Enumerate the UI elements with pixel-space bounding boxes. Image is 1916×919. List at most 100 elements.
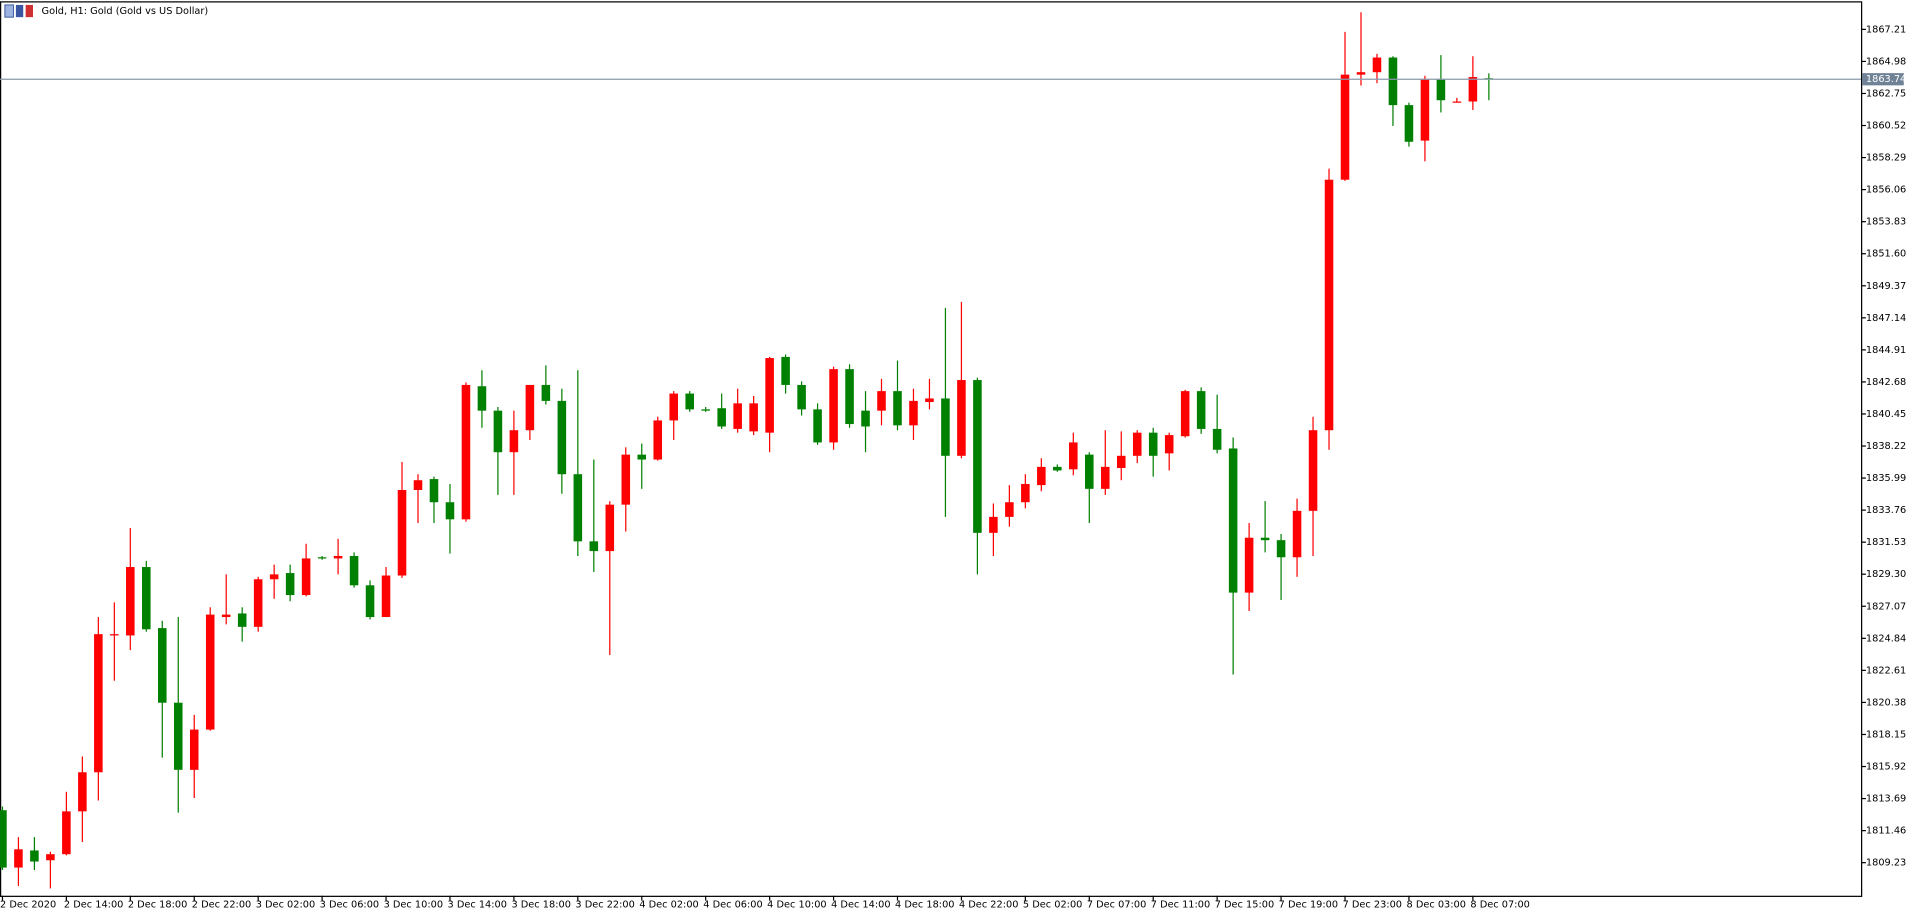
candle-body xyxy=(797,384,806,410)
candle-body xyxy=(909,400,918,426)
candle-body xyxy=(14,849,23,868)
y-tick-label: 1829.30 xyxy=(1866,569,1906,580)
candle-body xyxy=(46,854,55,861)
x-tick-label: 2 Dec 14:00 xyxy=(64,899,123,910)
candle-body xyxy=(142,567,151,630)
candle-body xyxy=(110,634,119,636)
y-tick-label: 1851.60 xyxy=(1866,249,1906,260)
candle-body xyxy=(637,454,647,460)
x-tick-label: 5 Dec 02:00 xyxy=(1023,899,1082,910)
candle-body xyxy=(573,474,583,542)
candle-body xyxy=(941,398,950,456)
candle-body xyxy=(685,393,694,410)
y-tick-label: 1824.84 xyxy=(1866,633,1906,644)
candle-body xyxy=(669,393,679,421)
candle-body xyxy=(1452,101,1462,103)
candle-body xyxy=(765,358,774,433)
x-tick-label: 7 Dec 23:00 xyxy=(1343,899,1402,910)
candle-body xyxy=(413,480,423,491)
candle-body xyxy=(301,558,311,596)
x-tick-label: 8 Dec 03:00 xyxy=(1407,899,1466,910)
y-tick-label: 1818.15 xyxy=(1866,729,1906,740)
x-tick-label: 3 Dec 18:00 xyxy=(511,899,570,910)
y-tick-label: 1833.76 xyxy=(1866,505,1906,516)
candle-body xyxy=(493,410,503,453)
candle-body xyxy=(333,555,343,559)
candle-body xyxy=(461,384,471,520)
x-tick-label: 3 Dec 02:00 xyxy=(256,899,315,910)
current-price-box xyxy=(1862,73,1904,86)
candle-body xyxy=(541,384,551,401)
y-tick-label: 1838.22 xyxy=(1866,441,1906,452)
candle-body xyxy=(1244,537,1254,593)
candle-body xyxy=(701,409,710,411)
candle-body xyxy=(781,356,790,385)
candle-body xyxy=(1037,466,1046,486)
candle-body xyxy=(1021,483,1030,503)
candle-body xyxy=(397,490,407,576)
candle-body xyxy=(861,410,870,427)
candle-body xyxy=(973,380,982,533)
candle-body xyxy=(285,573,295,596)
candle-body xyxy=(1100,466,1110,489)
candle-body xyxy=(1069,442,1078,470)
candle-body xyxy=(317,557,327,559)
x-tick-label: 4 Dec 02:00 xyxy=(639,899,698,910)
candle-body xyxy=(62,811,71,855)
candle-body xyxy=(1388,57,1398,106)
candle-body xyxy=(94,634,103,773)
y-tick-label: 1822.61 xyxy=(1866,665,1906,676)
candle-body xyxy=(989,516,998,533)
candle-body xyxy=(957,380,966,456)
y-tick-label: 1847.14 xyxy=(1866,313,1906,324)
candle-body xyxy=(845,369,854,425)
y-tick-label: 1809.23 xyxy=(1866,858,1906,869)
candle-body xyxy=(1164,435,1174,454)
x-tick-label: 3 Dec 10:00 xyxy=(384,899,443,910)
candle-body xyxy=(365,585,375,618)
candle-body xyxy=(445,502,455,520)
candle-body xyxy=(1053,466,1062,471)
y-tick-label: 1811.46 xyxy=(1866,826,1906,837)
x-tick-label: 4 Dec 10:00 xyxy=(767,899,826,910)
x-tick-label: 4 Dec 18:00 xyxy=(895,899,954,910)
y-tick-label: 1815.92 xyxy=(1866,762,1906,773)
candle-body xyxy=(717,408,726,427)
x-tick-label: 7 Dec 15:00 xyxy=(1215,899,1274,910)
candle-body xyxy=(509,430,519,453)
candle-body xyxy=(349,555,359,586)
candle-body xyxy=(173,702,183,770)
candle-body xyxy=(1340,74,1350,180)
candle-body xyxy=(1085,454,1094,489)
candle-body xyxy=(1420,79,1430,141)
x-tick-label: 7 Dec 07:00 xyxy=(1087,899,1146,910)
y-tick-label: 1853.83 xyxy=(1866,217,1906,228)
candle-body xyxy=(589,541,599,552)
candle-body xyxy=(1132,432,1142,456)
x-tick-label: 3 Dec 06:00 xyxy=(320,899,379,910)
y-tick-label: 1849.37 xyxy=(1866,281,1906,292)
candle-body xyxy=(1260,537,1270,541)
y-tick-label: 1827.07 xyxy=(1866,601,1906,612)
y-tick-label: 1820.38 xyxy=(1866,697,1906,708)
candle-body xyxy=(1372,57,1382,73)
candle-body xyxy=(893,391,902,426)
candle-body xyxy=(477,386,487,411)
y-tick-label: 1864.98 xyxy=(1866,56,1906,67)
candle-body xyxy=(221,614,231,618)
x-tick-label: 7 Dec 19:00 xyxy=(1279,899,1338,910)
current-price-label: 1863.74 xyxy=(1866,74,1906,85)
y-tick-label: 1862.75 xyxy=(1866,88,1906,99)
plot-frame xyxy=(0,1,1863,897)
candle-body xyxy=(1005,502,1014,517)
candle-body xyxy=(621,454,631,505)
y-tick-label: 1844.91 xyxy=(1866,345,1906,356)
candle-body xyxy=(30,850,39,862)
y-tick-label: 1856.06 xyxy=(1866,185,1906,196)
candle-body xyxy=(925,398,934,403)
candle-body xyxy=(253,579,263,627)
candle-body xyxy=(1212,428,1222,450)
y-tick-label: 1813.69 xyxy=(1866,794,1906,805)
